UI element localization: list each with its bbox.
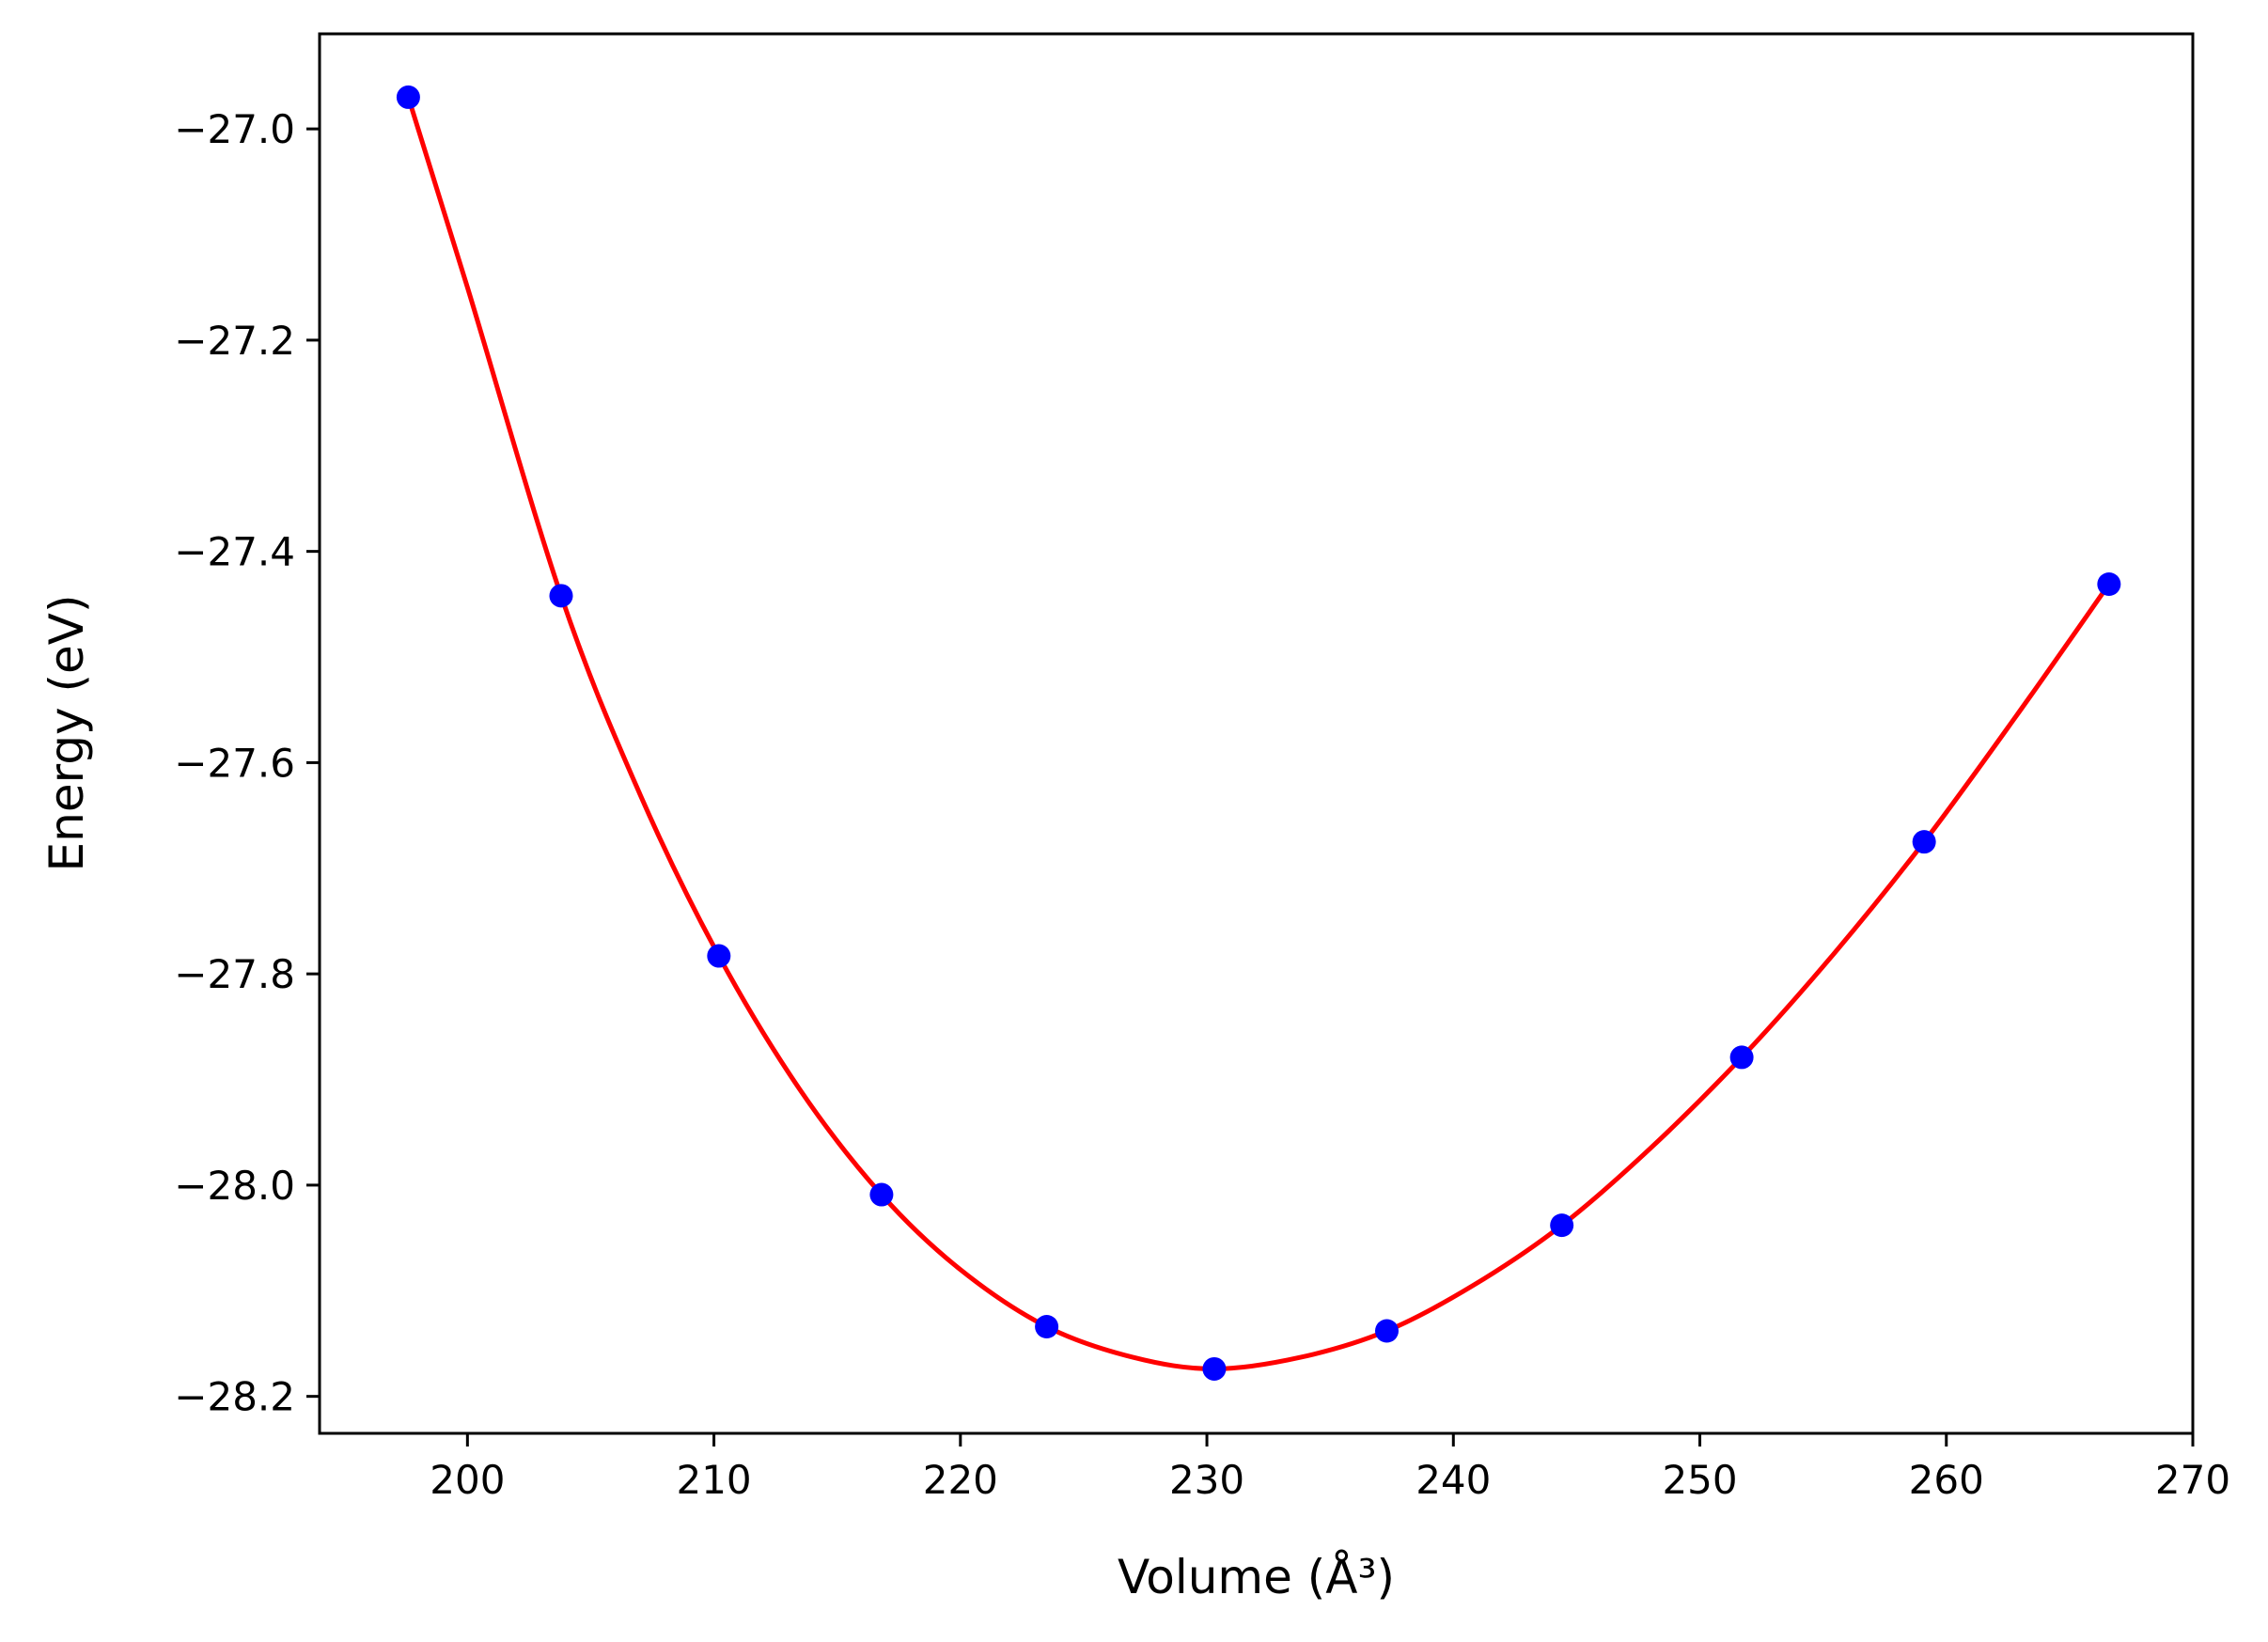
x-tick-label: 250 xyxy=(1662,1457,1737,1503)
x-tick-label: 210 xyxy=(676,1457,751,1503)
plot-area xyxy=(320,34,2193,1433)
data-point xyxy=(396,85,420,109)
x-axis-label: Volume (Å³) xyxy=(1118,1550,1395,1604)
y-tick-label: −28.0 xyxy=(174,1163,295,1209)
data-point xyxy=(1912,830,1936,854)
x-tick-label: 200 xyxy=(430,1457,505,1503)
fit-curve-layer xyxy=(406,96,2111,1371)
data-point xyxy=(1035,1314,1059,1338)
x-tick-label: 270 xyxy=(2155,1457,2230,1503)
y-tick-label: −27.8 xyxy=(174,951,295,997)
fit-curve-line xyxy=(406,96,2111,1371)
y-tick-label: −27.2 xyxy=(174,318,295,364)
data-point xyxy=(2097,571,2121,596)
y-tick-label: −27.0 xyxy=(174,106,295,152)
data-point xyxy=(1202,1356,1227,1381)
data-point xyxy=(1729,1045,1754,1070)
data-point xyxy=(1374,1319,1399,1343)
data-point xyxy=(549,584,573,608)
y-axis-label: Energy (eV) xyxy=(39,595,94,872)
x-tick-label: 260 xyxy=(1909,1457,1984,1503)
data-points-layer xyxy=(396,85,2121,1381)
y-axis-ticks: −27.0 −27.2 −27.4 −27.6 −27.8 −28.0 −28.2 xyxy=(174,106,320,1420)
plot-frame xyxy=(318,32,2195,1435)
y-tick-label: −27.4 xyxy=(174,529,295,575)
y-tick-label: −28.2 xyxy=(174,1374,295,1420)
data-point xyxy=(869,1182,894,1207)
data-point xyxy=(1550,1213,1574,1238)
x-tick-label: 230 xyxy=(1169,1457,1244,1503)
y-tick-label: −27.6 xyxy=(174,740,295,786)
x-axis-ticks: 200 210 220 230 240 250 260 270 xyxy=(430,1433,2230,1503)
x-tick-label: 220 xyxy=(923,1457,998,1503)
x-tick-label: 240 xyxy=(1416,1457,1491,1503)
data-point xyxy=(707,944,731,968)
